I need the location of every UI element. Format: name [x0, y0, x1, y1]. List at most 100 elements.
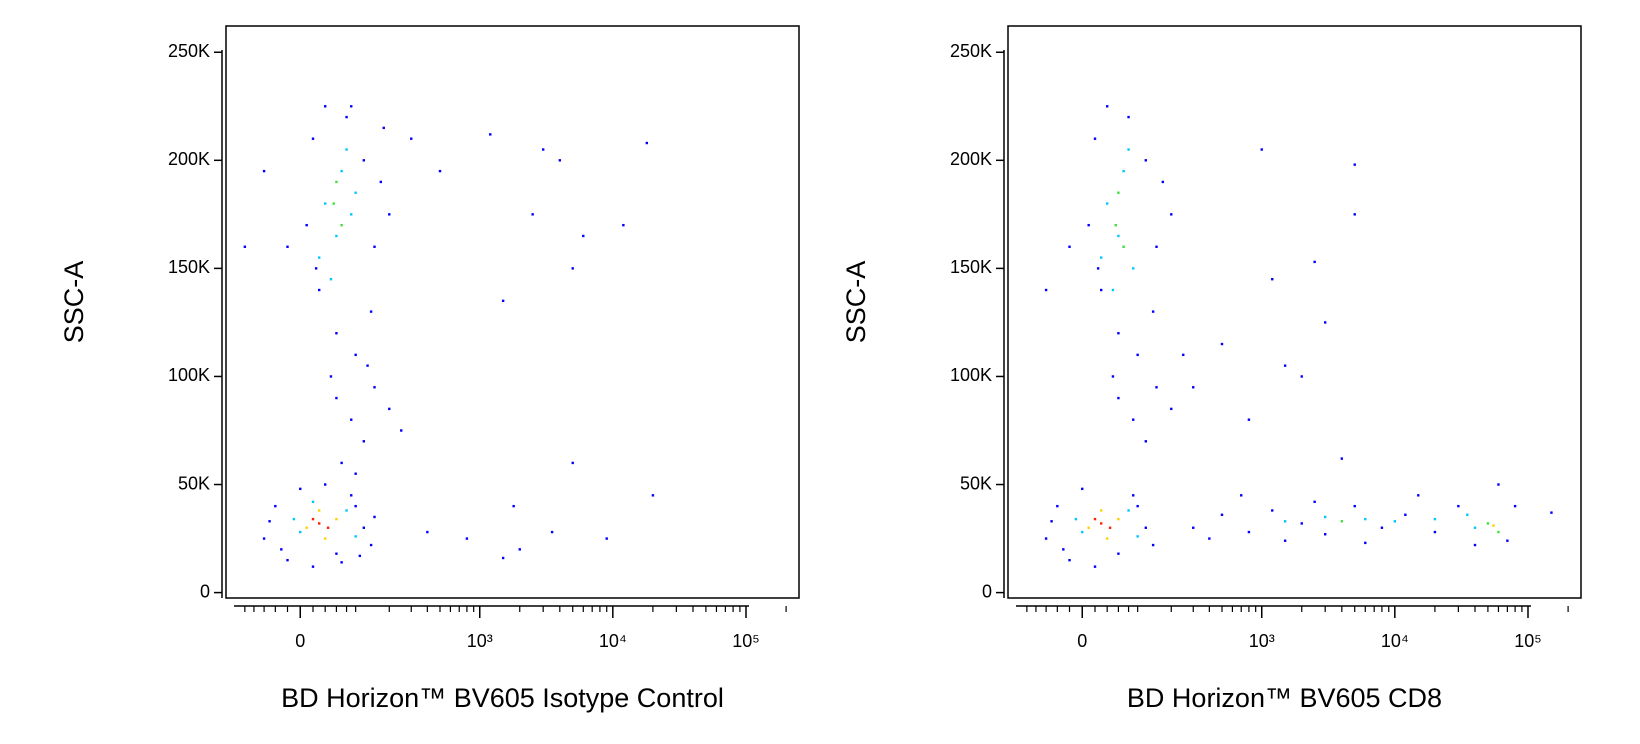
dot [317, 288, 321, 292]
dot [340, 561, 343, 564]
dot [388, 407, 391, 411]
dot [1062, 548, 1065, 551]
dot [1473, 543, 1477, 547]
x-tick-label: 10⁴ [1381, 631, 1409, 651]
y-axis-title: SSC-A [59, 261, 89, 344]
dot [311, 137, 315, 140]
dot [1466, 513, 1469, 516]
dot [1056, 504, 1059, 508]
dot [426, 530, 429, 534]
y-axis-title: SSC-A [841, 261, 871, 344]
dot [465, 537, 469, 540]
dot [323, 537, 327, 540]
dot [1433, 530, 1437, 534]
dot [382, 126, 385, 130]
dot [512, 504, 515, 508]
dot [350, 105, 353, 108]
dot [274, 504, 277, 508]
dot [373, 515, 376, 519]
dot [1044, 288, 1048, 292]
dot [1283, 520, 1287, 523]
dot [1136, 504, 1139, 508]
dot [438, 169, 442, 173]
dot [1122, 245, 1125, 248]
dot [1497, 530, 1500, 534]
dot [1393, 520, 1397, 523]
dot [1081, 487, 1084, 491]
y-tick-label: 0 [982, 581, 992, 601]
dot [1404, 513, 1407, 516]
dot [373, 245, 376, 248]
plot: 0 50K 100K 150K 200K 250K 0 10³ 10⁴ 10⁵ BD Horizon… [841, 25, 1582, 713]
dot [1099, 256, 1103, 259]
dot [1099, 288, 1103, 292]
y-tick-label: 150K [950, 257, 992, 277]
dot [1151, 310, 1155, 313]
dot [1506, 539, 1509, 542]
dot [1208, 537, 1211, 540]
dot [340, 169, 343, 173]
dot [1087, 223, 1090, 227]
dot [1192, 526, 1195, 529]
dot [501, 556, 505, 560]
x-tick-label: 10³ [467, 631, 493, 651]
dot [1247, 530, 1251, 534]
dot [1117, 552, 1120, 555]
dot [362, 159, 366, 162]
x-tick-label: 0 [295, 631, 305, 651]
dot [299, 487, 302, 491]
dot [314, 267, 318, 270]
dot [329, 375, 333, 378]
dot [1300, 522, 1303, 525]
dot [1353, 504, 1356, 508]
dot [1364, 517, 1367, 521]
dot [1132, 494, 1135, 497]
dot [1353, 163, 1356, 166]
dot [323, 483, 327, 486]
dot [323, 105, 327, 108]
dot [369, 310, 373, 313]
dot [335, 332, 338, 335]
dot [311, 517, 315, 521]
dot [305, 223, 308, 227]
dot [305, 526, 308, 529]
x-axis-title: BD Horizon™ BV605 Isotype Control [281, 683, 724, 713]
dot [1081, 530, 1084, 534]
dot [1220, 342, 1224, 346]
dot [329, 277, 333, 281]
dot [1127, 115, 1130, 119]
dot [292, 517, 296, 521]
dot [501, 299, 505, 303]
dot [1093, 517, 1097, 521]
dot [1144, 159, 1148, 162]
dot [1192, 386, 1195, 389]
dot [1340, 457, 1344, 460]
dot [354, 472, 357, 475]
dot [1044, 537, 1048, 540]
dot [1144, 526, 1148, 529]
dot [243, 245, 247, 248]
dot [1247, 418, 1251, 421]
dot [340, 461, 343, 465]
dot [286, 245, 289, 248]
dot [605, 537, 608, 540]
dot [1323, 321, 1327, 324]
y-tick-label: 0 [200, 581, 210, 601]
x-tick-label: 10⁵ [732, 631, 759, 651]
dot [1093, 137, 1097, 140]
dot [354, 353, 357, 357]
dot [354, 504, 357, 508]
dot [1380, 526, 1384, 529]
dot [1151, 543, 1155, 547]
dot [1068, 245, 1071, 248]
dot [1457, 504, 1460, 508]
x-tick-label: 0 [1077, 631, 1087, 651]
dot [1271, 509, 1274, 512]
dot [1132, 418, 1135, 421]
dot [362, 526, 366, 529]
dot [1433, 517, 1437, 521]
dot [354, 535, 357, 538]
dot [1283, 539, 1287, 542]
dot [651, 494, 655, 497]
